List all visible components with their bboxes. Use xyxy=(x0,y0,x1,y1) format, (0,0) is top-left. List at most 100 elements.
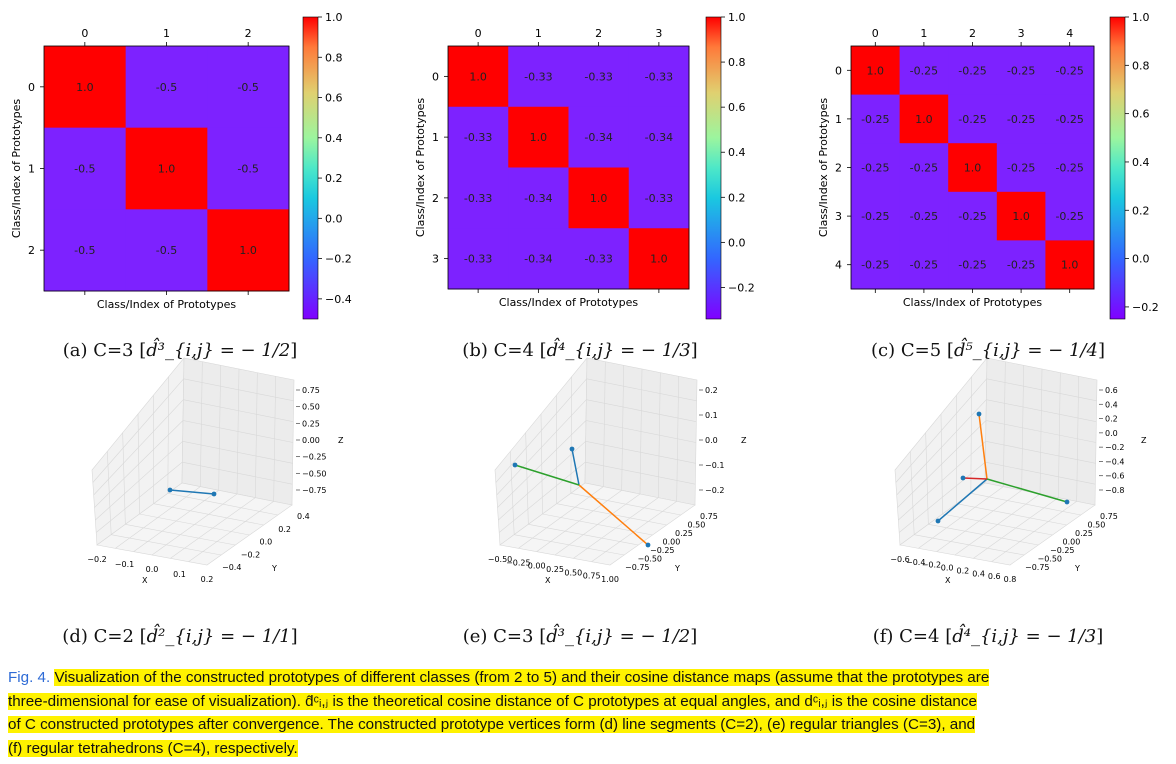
plot3d-d: 0.75 0.50 0.25 0.00 −0.25 −0.50 −0.75 Z 0.4 0.2 0.… xyxy=(87,357,344,585)
x-tick-label: 2 xyxy=(245,27,252,40)
y-tick-label: 1 xyxy=(28,163,35,176)
z-tick-label: 0.25 xyxy=(302,419,320,428)
cell-label: -0.33 xyxy=(645,192,673,205)
y-tick-label: 1 xyxy=(835,113,842,126)
caption-d-math: d̂²_{i,j} = − 1/1 xyxy=(146,626,291,647)
colorbar-gradient xyxy=(1109,16,1126,320)
y-tick-label: 2 xyxy=(28,244,35,257)
y-tick-label: 0.4 xyxy=(297,512,310,521)
cell-label: -0.25 xyxy=(1007,64,1035,77)
heatmap-cell xyxy=(1045,143,1095,193)
cell-label: 1.0 xyxy=(964,162,982,175)
colorbar-tick-label: 0.8 xyxy=(728,56,746,69)
heatmap-cell xyxy=(996,94,1046,144)
heatmap-cell xyxy=(628,228,690,290)
grid-line xyxy=(591,501,677,562)
z-tick-label: −0.4 xyxy=(1105,457,1124,466)
cell-label: -0.25 xyxy=(1007,259,1035,272)
heatmap-cell xyxy=(996,240,1046,290)
prototype-point xyxy=(167,487,173,493)
colorbar-tick-label: 0.4 xyxy=(1132,156,1150,169)
x-tick-label: 1 xyxy=(920,27,927,40)
colorbar-tick-label: 0.0 xyxy=(325,212,343,225)
colorbar-tick-label: 0.8 xyxy=(325,51,343,64)
cell-label: -0.25 xyxy=(1055,162,1083,175)
y-tick-label: 0.75 xyxy=(1100,512,1118,521)
heatmap-cell xyxy=(1045,46,1095,96)
heatmap-cell xyxy=(899,143,949,193)
caption-c: (c) C=5 [d̂⁵_{i,j} = − 1/4] xyxy=(871,340,1105,361)
z-axis-label: Z xyxy=(1141,436,1147,445)
grid-line xyxy=(495,378,587,483)
y-tick-label: 0.25 xyxy=(675,529,693,538)
prototype-vector xyxy=(962,477,988,480)
cell-label: -0.34 xyxy=(524,192,552,205)
heatmap-cell xyxy=(508,228,569,290)
z-tick-label: 0.00 xyxy=(302,436,320,445)
heatmap-cell xyxy=(996,191,1046,241)
prototype-point xyxy=(976,411,982,417)
y-tick-label: −0.2 xyxy=(241,550,260,559)
z-tick-label: 0.75 xyxy=(302,386,320,395)
heatmap-b: 1.0 -0.33 -0.33 -0.33 -0.33 1.0 -0.34 -0.34 -0.3… xyxy=(414,11,755,320)
prototype-vector xyxy=(578,484,649,546)
y-tick-label: 4 xyxy=(835,259,842,272)
y-tick-label: 0.50 xyxy=(1088,521,1106,530)
x-tick-label: 0.25 xyxy=(546,565,564,574)
caption-b-math: d̂⁴_{i,j} = − 1/3 xyxy=(546,340,691,361)
cell-label: -0.25 xyxy=(861,210,889,223)
x-tick-label: 3 xyxy=(655,27,662,40)
x-axis-label: X xyxy=(545,576,551,585)
x-tick-label: −0.25 xyxy=(506,558,531,567)
cell-label: -0.25 xyxy=(861,259,889,272)
cell-label: -0.25 xyxy=(910,210,938,223)
z-tick-label: 0.1 xyxy=(705,411,718,420)
heatmap-cell xyxy=(568,46,630,108)
cell-label: -0.33 xyxy=(464,192,492,205)
heatmap-c: 1.0 -0.25 -0.25 -0.25 -0.25 -0.25 1.0 -0.25 -0.2… xyxy=(817,11,1159,320)
y-tick-label: 0.0 xyxy=(260,538,273,547)
colorbar-tick-label: 0.6 xyxy=(1132,108,1150,121)
cell-label: -0.25 xyxy=(1007,162,1035,175)
y-tick-label: −0.4 xyxy=(222,563,241,572)
x-tick-label: 0.1 xyxy=(173,570,186,579)
caption-e: (e) C=3 [d̂³_{i,j} = − 1/2] xyxy=(462,626,698,647)
x-tick-label: 2 xyxy=(969,27,976,40)
heatmap-cell xyxy=(948,240,998,290)
prototype-vector xyxy=(514,464,580,486)
x-tick-label: 0 xyxy=(475,27,482,40)
x-tick-label: 2 xyxy=(595,27,602,40)
x-tick-label: 0.2 xyxy=(956,566,969,575)
grid-line xyxy=(986,378,1097,402)
y-tick-label: 0.00 xyxy=(663,538,681,547)
heatmap-cell xyxy=(851,240,901,290)
y-axis-label: Y xyxy=(271,564,277,573)
cell-label: -0.25 xyxy=(958,259,986,272)
heatmap-cell xyxy=(125,46,208,129)
z-tick-label: 0.2 xyxy=(705,386,718,395)
y-tick-label: 3 xyxy=(835,210,842,223)
colorbar-tick-label: 0.4 xyxy=(728,146,746,159)
colorbar-tick-label: 0.6 xyxy=(325,92,343,105)
caption-d-label: (d) C=2 xyxy=(62,626,134,647)
heatmap-cell xyxy=(448,46,509,108)
colorbar-tick-label: 0.6 xyxy=(728,101,746,114)
y-tick-label: 0.25 xyxy=(1075,529,1093,538)
heatmap-cell xyxy=(948,191,998,241)
colorbar-b: 1.0 0.8 0.6 0.4 0.2 0.0 −0.2 xyxy=(705,11,755,320)
y-tick-label: 0.50 xyxy=(688,521,706,530)
y-axis-label: Class/Index of Prototypes xyxy=(10,99,23,239)
colorbar-tick-label: 0.2 xyxy=(728,191,746,204)
heatmap-cell xyxy=(628,46,690,108)
y-axis-label: Y xyxy=(674,564,680,573)
x-tick-label: −0.50 xyxy=(488,555,513,564)
heatmap-cell xyxy=(899,240,949,290)
y-tick-label: 1 xyxy=(432,131,439,144)
heatmap-cell xyxy=(948,46,998,96)
z-tick-label: 0.6 xyxy=(1105,386,1118,395)
cell-label: -0.33 xyxy=(464,253,492,266)
cell-label: 1.0 xyxy=(650,253,668,266)
prototype-point xyxy=(1064,499,1070,505)
caption-b: (b) C=4 [d̂⁴_{i,j} = − 1/3] xyxy=(462,340,698,361)
heatmap-cell xyxy=(899,191,949,241)
